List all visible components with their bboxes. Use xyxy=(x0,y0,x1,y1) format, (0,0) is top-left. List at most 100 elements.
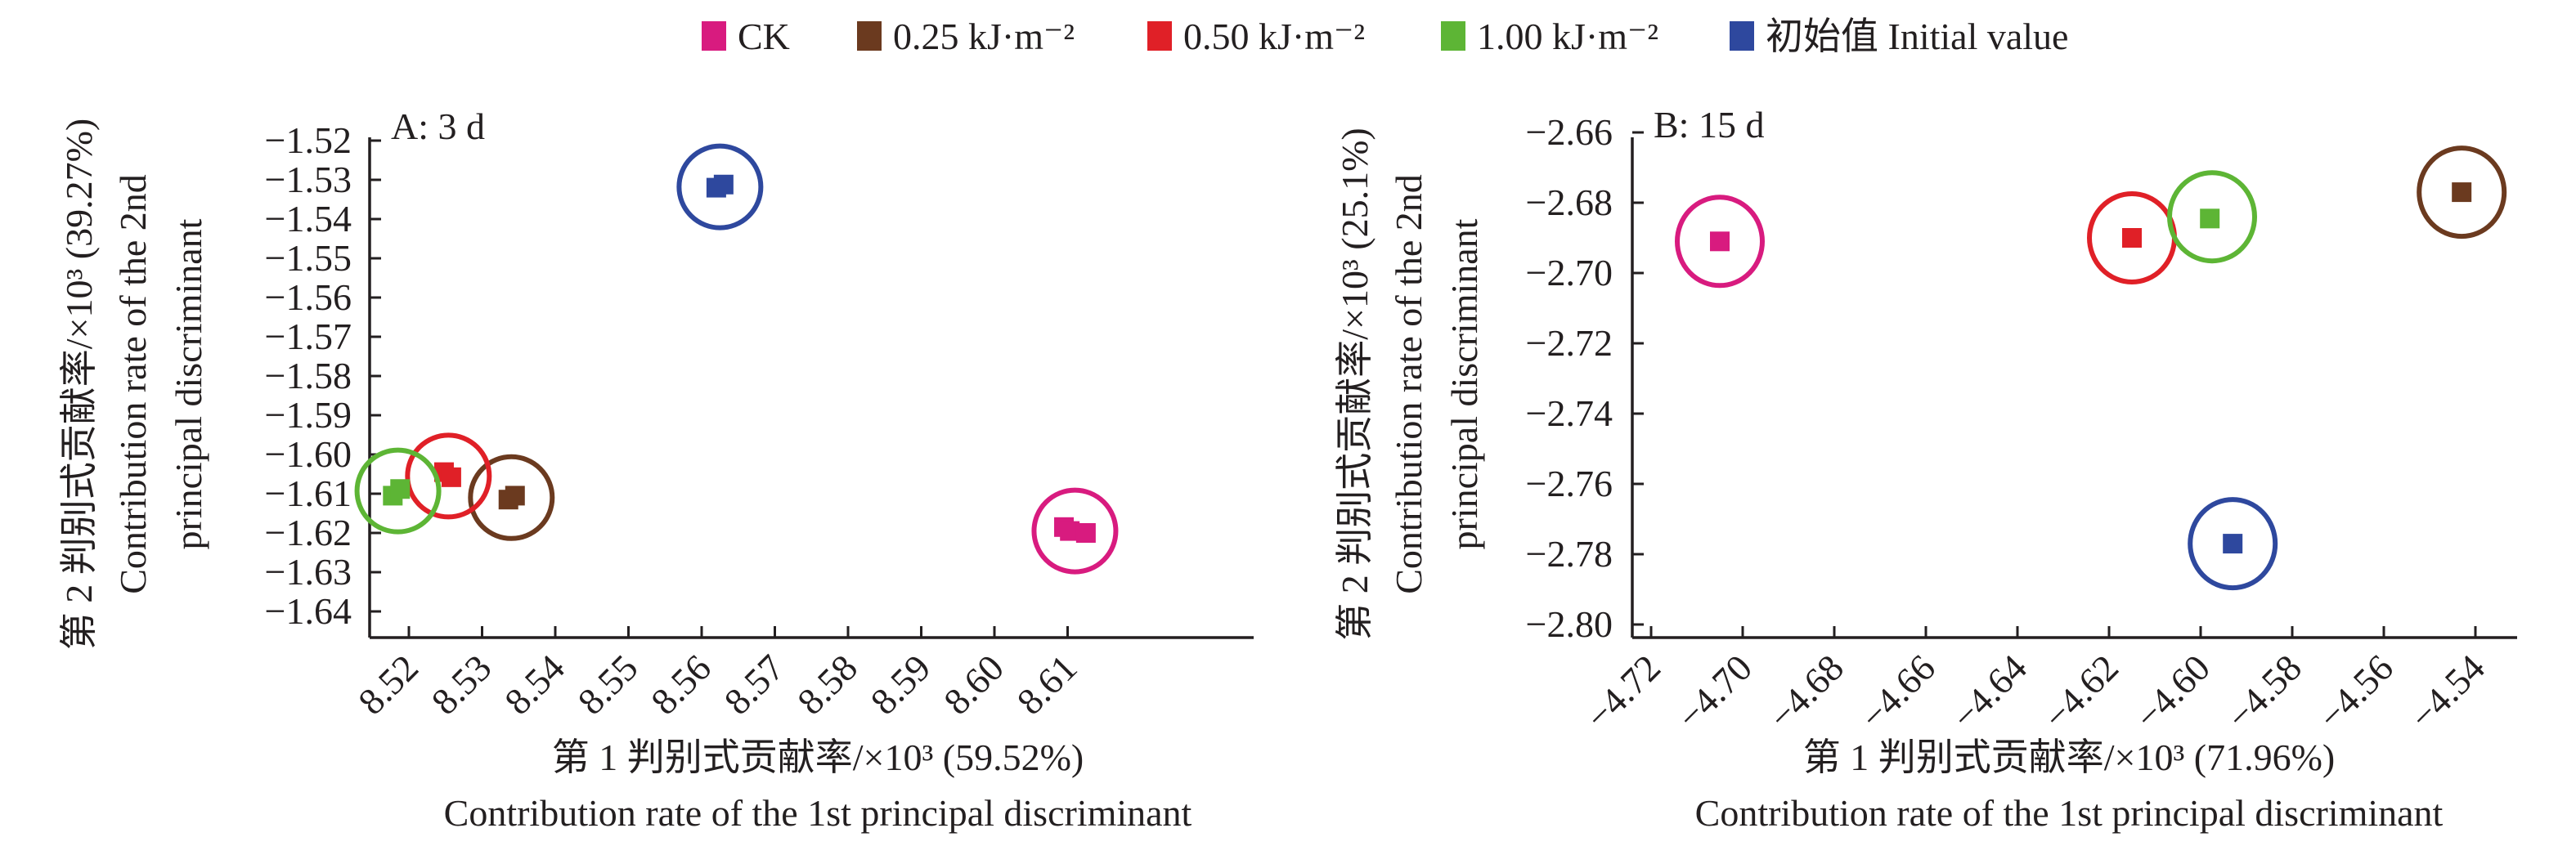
data-point xyxy=(2223,534,2243,554)
x-tick-label: −4.68 xyxy=(1761,647,1851,737)
group-circle xyxy=(1675,195,1765,289)
x-tick-label: 8.60 xyxy=(936,647,1012,723)
y-tick-label: −1.59 xyxy=(265,394,352,436)
y-tick-label: −2.66 xyxy=(1526,111,1613,153)
group-circle xyxy=(354,447,442,535)
x-tick-label: 8.59 xyxy=(863,647,939,723)
series-1 xyxy=(2417,145,2507,240)
group-circle xyxy=(2417,145,2507,240)
data-point xyxy=(2452,182,2472,203)
x-tick-label: 8.57 xyxy=(716,647,792,723)
y-tick-label: −1.60 xyxy=(265,433,352,475)
x-tick-label: 8.58 xyxy=(789,647,865,723)
series-1 xyxy=(468,454,555,541)
x-axis-title-en: Contribution rate of the 1st principal d… xyxy=(444,792,1192,834)
legend-item: 0.25 kJ·m⁻² xyxy=(857,16,1075,57)
y-tick-label: −1.58 xyxy=(265,355,352,396)
series-4 xyxy=(2188,497,2278,591)
data-point xyxy=(1075,523,1096,543)
group-circle xyxy=(1031,487,1119,575)
legend-swatch xyxy=(1730,21,1754,51)
series-2 xyxy=(405,432,492,520)
series-2 xyxy=(2087,191,2177,284)
legend-swatch xyxy=(857,21,882,51)
y-axis-title: 第 2 判别式贡献率/×10³ (25.1%) xyxy=(1334,128,1376,640)
x-tick-label: 8.54 xyxy=(496,647,572,723)
x-tick-label: −4.72 xyxy=(1577,647,1668,737)
y-tick-label: −2.76 xyxy=(1526,463,1613,504)
y-axis-title: Contribution rate of the 2nd xyxy=(112,174,154,594)
x-tick-label: −4.58 xyxy=(2219,647,2309,737)
group-circle xyxy=(468,454,555,541)
group-circle xyxy=(676,143,764,231)
y-tick-label: −1.55 xyxy=(265,237,352,279)
series-0 xyxy=(1675,195,1765,289)
x-axis-title-cn: 第 1 判别式贡献率/×10³ (59.52%) xyxy=(552,736,1084,778)
x-tick-label: −4.60 xyxy=(2127,647,2218,737)
y-tick-label: −1.54 xyxy=(265,198,352,240)
panel-title: A: 3 d xyxy=(391,105,485,147)
legend-swatch xyxy=(1441,21,1465,51)
x-tick-label: −4.64 xyxy=(1944,647,2035,737)
y-tick-label: −2.74 xyxy=(1526,392,1613,434)
series-4 xyxy=(676,143,764,231)
x-tick-label: 8.55 xyxy=(570,647,646,723)
group-circle xyxy=(2188,497,2278,591)
legend-swatch xyxy=(1147,21,1172,51)
group-circle xyxy=(405,432,492,520)
x-tick-label: 8.56 xyxy=(643,647,719,723)
x-tick-label: −4.70 xyxy=(1669,647,1760,737)
y-tick-label: −2.72 xyxy=(1526,322,1613,364)
group-circle xyxy=(2167,170,2257,264)
x-tick-label: 8.52 xyxy=(350,647,426,723)
legend-swatch xyxy=(702,21,726,51)
legend-label: 初始值 Initial value xyxy=(1766,16,2068,57)
legend-item: 0.50 kJ·m⁻² xyxy=(1147,16,1365,57)
legend-item: 1.00 kJ·m⁻² xyxy=(1441,16,1658,57)
y-axis-title: principal discriminant xyxy=(1443,218,1485,549)
data-point xyxy=(2122,228,2142,248)
x-tick-label: −4.54 xyxy=(2402,647,2493,737)
panel-a-3d: −1.52−1.53−1.54−1.55−1.56−1.57−1.58−1.59… xyxy=(58,105,1254,834)
y-axis-title: 第 2 判别式贡献率/×10³ (39.27%) xyxy=(58,119,100,650)
series-3 xyxy=(354,447,442,535)
x-tick-label: 8.53 xyxy=(424,647,500,723)
data-point xyxy=(2200,208,2220,229)
y-tick-label: −2.68 xyxy=(1526,181,1613,223)
y-tick-label: −1.61 xyxy=(265,472,352,514)
y-tick-label: −2.70 xyxy=(1526,252,1613,293)
data-point xyxy=(441,467,461,487)
y-axis-title: principal discriminant xyxy=(168,218,209,549)
legend-label: CK xyxy=(738,16,790,57)
x-tick-label: 8.61 xyxy=(1009,647,1085,723)
y-tick-label: −2.80 xyxy=(1526,603,1613,645)
x-tick-label: −4.62 xyxy=(2035,647,2126,737)
y-tick-label: −1.57 xyxy=(265,316,352,357)
panel-title: B: 15 d xyxy=(1654,104,1764,145)
x-tick-label: −4.56 xyxy=(2310,647,2401,737)
legend-item: CK xyxy=(702,16,790,57)
x-axis-title-cn: 第 1 判别式贡献率/×10³ (71.96%) xyxy=(1803,736,2335,778)
data-point xyxy=(1710,231,1730,252)
y-tick-label: −1.56 xyxy=(265,276,352,318)
y-tick-label: −2.78 xyxy=(1526,533,1613,575)
data-point xyxy=(713,174,734,195)
legend-label: 0.50 kJ·m⁻² xyxy=(1183,16,1365,57)
legend-item: 初始值 Initial value xyxy=(1730,16,2068,57)
panel-b-15d: −2.66 −2.68 −2.70 −2.72 −2.74 −2.76 −2.78 −2.80… xyxy=(1334,104,2517,834)
legend-label: 0.25 kJ·m⁻² xyxy=(893,16,1075,57)
y-tick-label: −1.62 xyxy=(265,512,352,553)
data-point xyxy=(390,479,411,499)
series-3 xyxy=(2167,170,2257,264)
y-tick-label: −1.52 xyxy=(265,119,352,161)
y-tick-label: −1.64 xyxy=(265,590,352,632)
x-tick-label: −4.66 xyxy=(1852,647,1943,737)
y-tick-label: −1.63 xyxy=(265,551,352,593)
y-axis-title: Contribution rate of the 2nd xyxy=(1388,174,1429,594)
series-0 xyxy=(1031,487,1119,575)
legend-label: 1.00 kJ·m⁻² xyxy=(1477,16,1658,57)
y-tick-label: −1.53 xyxy=(265,159,352,200)
legend: CK 0.25 kJ·m⁻² 0.50 kJ·m⁻² 1.00 kJ·m⁻² 初始值 I… xyxy=(702,16,2068,57)
data-point xyxy=(505,486,525,506)
